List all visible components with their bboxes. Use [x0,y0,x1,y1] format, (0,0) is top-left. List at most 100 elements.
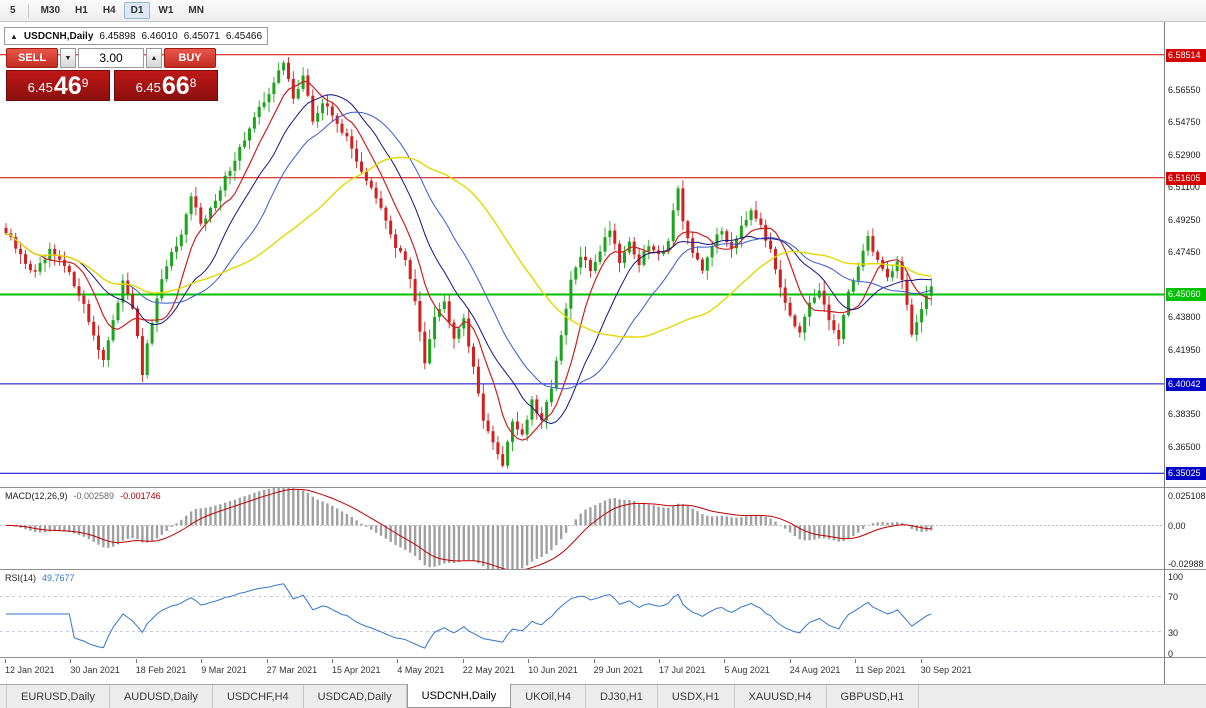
sell-price-big: 46 [53,72,82,100]
low-value: 6.45071 [183,30,220,42]
chart-tab-usdchf[interactable]: USDCHF,H4 [213,685,304,708]
time-axis: 12 Jan 2021 30 Jan 2021 18 Feb 2021 9 Mar 2… [0,658,1164,684]
price-axis: 6.56550 6.54750 6.52900 6.51100 6.49250 6.474… [1164,22,1206,684]
date-label: 24 Aug 2021 [789,665,841,675]
price-level-badge: 6.35025 [1166,467,1206,481]
panel-divider [0,569,1206,570]
price-tick-label: 6.38350 [1168,409,1201,420]
price-tick-label: 6.56550 [1168,84,1201,95]
timeframe-button-mn[interactable]: MN [188,5,204,16]
buy-button[interactable]: BUY [164,48,216,68]
macd-panel[interactable] [0,488,1164,570]
macd-axis-label: 0.00 [1168,521,1186,532]
time-tick [397,659,399,663]
time-tick [659,659,660,663]
sell-button[interactable]: SELL [6,48,58,68]
price-tick-label: 6.54750 [1168,116,1201,127]
rsi-panel[interactable] [0,570,1164,658]
date-label: 18 Feb 2021 [135,665,187,675]
volume-increase-button[interactable]: ▲ [146,48,162,68]
price-tick-label: 6.36500 [1168,442,1201,452]
high-value: 6.46010 [141,30,178,42]
date-label: 27 Mar 2021 [266,665,318,675]
buy-price-pip: 8 [189,76,197,90]
time-tick [528,659,530,663]
price-tick-label: 6.51100 [1168,181,1200,192]
up-marker-icon: ▲ [10,31,18,41]
time-tick [70,659,72,663]
ohlc-info-bar: ▲ USDCNH,Daily 6.45898 6.46010 6.45071 6… [4,27,269,45]
rsi-value: 49.7677 [42,573,75,583]
one-click-trade-panel: SELL ▼ ▲ BUY 6.45 46 9 6.45 66 [6,48,218,101]
time-tick [593,659,595,663]
rsi-axis-label: 0 [1168,649,1174,659]
price-tick-label: 6.49250 [1168,214,1201,225]
timeframe-button-m30[interactable]: M30 [40,5,61,16]
buy-price-display[interactable]: 6.45 66 8 [114,70,218,101]
macd-value-signal: -0.001746 [120,491,161,501]
time-tick [724,659,726,663]
date-label: 30 Jan 2021 [70,665,120,675]
timeframe-button-d1[interactable]: D1 [123,2,151,19]
rsi-indicator-label: RSI(14) 49.7677 [5,573,75,583]
timeframe-button-5[interactable]: 5 [10,5,16,16]
date-label: 11 Sep 2021 [855,665,906,675]
date-label: 15 Apr 2021 [332,665,381,675]
panel-divider [0,487,1206,488]
timeframe-button-h4[interactable]: H4 [102,5,116,16]
date-label: 22 May 2021 [462,665,515,675]
date-label: 29 Jun 2021 [593,665,644,675]
chart-tab-usdcad[interactable]: USDCAD,Daily [304,685,407,708]
rsi-name: RSI(14) [5,573,37,583]
date-label: 30 Sep 2021 [920,665,972,675]
timeframe-toolbar: 5 M30 H1 H4 D1 W1 MN [0,0,1206,22]
volume-decrease-button[interactable]: ▼ [60,48,76,68]
chart-tab-xauusd[interactable]: XAUUSD,H4 [735,685,827,708]
time-tick [920,659,922,663]
date-label: 5 Aug 2021 [724,665,770,675]
time-tick [266,659,268,663]
volume-input[interactable] [78,48,144,68]
toolbar-separator [27,3,29,18]
date-label: 17 Jul 2021 [659,665,706,675]
price-tick-label: 6.52900 [1168,149,1201,160]
chart-tab-dj30[interactable]: DJ30,H1 [586,685,658,708]
buy-price-prefix: 6.45 [135,80,161,95]
chart-tab-eurusd[interactable]: EURUSD,Daily [6,685,110,708]
macd-name: MACD(12,26,9) [5,491,68,501]
time-tick [135,659,137,663]
rsi-axis-label: 70 [1168,592,1179,603]
chart-tab-usdx[interactable]: USDX,H1 [658,685,735,708]
sell-price-prefix: 6.45 [27,80,53,95]
date-label: 12 Jan 2021 [5,665,55,675]
price-level-badge: 6.58514 [1166,48,1206,62]
sell-price-display[interactable]: 6.45 46 9 [6,70,110,101]
timeframe-button-h1[interactable]: H1 [75,5,88,16]
price-tick-label: 6.47450 [1168,246,1201,257]
date-label: 10 Jun 2021 [528,665,578,675]
price-tick-label: 6.43800 [1168,311,1201,322]
chevron-down-icon: ▼ [64,54,72,62]
chart-tab-usdcnh[interactable]: USDCNH,Daily [406,684,512,708]
sell-price-pip: 9 [81,76,89,90]
macd-axis-label: -0.02988 [1168,559,1204,569]
open-value: 6.45898 [99,30,136,42]
main-chart[interactable] [0,22,1164,488]
date-label: 4 May 2021 [397,665,445,675]
macd-indicator-label: MACD(12,26,9) -0.002589 -0.001746 [5,491,161,501]
symbol-period-label: USDCNH,Daily [23,30,94,42]
time-tick [332,659,333,663]
macd-value-main: -0.002589 [73,491,115,501]
price-level-badge: 6.51605 [1166,171,1206,185]
time-tick [201,659,203,663]
chart-tab-audusd[interactable]: AUDUSD,Daily [110,685,213,708]
chart-tab-ukoil[interactable]: UKOil,H4 [511,685,587,708]
chart-tab-gbpusd[interactable]: GBPUSD,H1 [827,685,920,708]
time-tick [855,659,857,663]
chevron-up-icon: ▲ [150,54,158,62]
price-level-badge: 6.40042 [1166,377,1206,391]
buy-price-big: 66 [161,72,190,100]
timeframe-button-w1[interactable]: W1 [158,5,174,16]
close-value: 6.45466 [225,30,263,42]
